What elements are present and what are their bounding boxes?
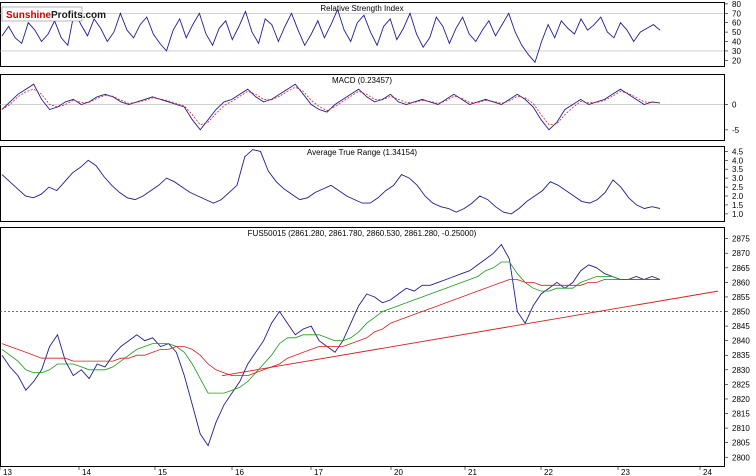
sunshine-profits-logo: SunshineProfits.com	[1, 6, 106, 22]
y-tick-label: 70	[732, 9, 741, 18]
y-tick-label: -5	[732, 126, 740, 135]
logo-text-c: .com	[83, 10, 106, 21]
series-line-1	[1, 261, 660, 394]
panel-title: FUS50015 (2861.280, 2861.780, 2860.530, …	[248, 229, 477, 238]
y-tick-label: 50	[732, 28, 741, 37]
series-line-1	[1, 86, 661, 126]
series-line-0	[1, 149, 661, 215]
trendline	[221, 290, 719, 377]
x-tick-label: 23	[621, 468, 630, 476]
y-tick-label: 20	[732, 56, 741, 65]
logo-text: SunshineProfits.com	[6, 10, 106, 21]
y-tick-label: 40	[732, 38, 741, 47]
series-line-0	[1, 243, 661, 447]
x-tick-label: 21	[468, 468, 477, 476]
x-tick-label: 17	[314, 468, 323, 476]
logo-text-b: Profits	[51, 10, 83, 21]
y-tick-label: 2870	[732, 249, 750, 258]
x-tick-label: 20	[394, 468, 403, 476]
panel-frame	[0, 74, 725, 141]
y-tick-label: 2865	[732, 264, 750, 273]
y-tick-label: 2825	[732, 380, 750, 389]
panel-title: Relative Strength Index	[320, 4, 403, 13]
y-tick-label: 2855	[732, 293, 750, 302]
y-tick-label: 2810	[732, 424, 750, 433]
x-tick-label: 15	[158, 468, 167, 476]
panel-title: Average True Range (1.34154)	[307, 148, 417, 157]
y-tick-label: 3.0	[732, 174, 744, 183]
y-tick-label: 80	[732, 0, 741, 9]
y-tick-label: 1.0	[732, 210, 744, 219]
y-tick-label: 2840	[732, 337, 750, 346]
x-tick-label: 14	[82, 468, 91, 476]
y-tick-label: 4.0	[732, 156, 744, 165]
x-tick-label: 16	[235, 468, 244, 476]
y-tick-label: 2820	[732, 395, 750, 404]
panel-1: 0 -5 MACD (0.23457)	[0, 74, 740, 141]
y-tick-label: 2815	[732, 410, 750, 419]
x-tick-label: 22	[544, 468, 553, 476]
logo-text-a: Sunshine	[6, 10, 51, 21]
y-tick-label: 2830	[732, 366, 750, 375]
y-tick-label: 2845	[732, 322, 750, 331]
y-tick-label: 2875	[732, 235, 750, 244]
x-tick-label: 13	[3, 468, 12, 476]
panel-frame	[0, 146, 725, 222]
y-tick-label: 0	[732, 100, 737, 109]
y-tick-label: 3.5	[732, 165, 744, 174]
panel-frame	[0, 227, 725, 467]
panel-title: MACD (0.23457)	[332, 76, 392, 85]
y-tick-label: 30	[732, 47, 741, 56]
y-tick-label: 2.5	[732, 183, 744, 192]
x-tick-label: 24	[703, 468, 712, 476]
y-tick-label: 2.0	[732, 192, 744, 201]
y-tick-label: 2850	[732, 308, 750, 317]
y-tick-label: 2805	[732, 439, 750, 448]
logo-box	[1, 6, 83, 22]
y-tick-label: 2860	[732, 278, 750, 287]
y-tick-label: 2835	[732, 351, 750, 360]
panel-2: 4.54.03.53.02.52.01.51.0 Average True Ran…	[0, 146, 744, 222]
y-tick-label: 4.5	[732, 147, 744, 156]
y-tick-label: 1.5	[732, 201, 744, 210]
panel-3: 2875 2870 2865 2860 2855 2850 2845 2840 2835 2830…	[0, 227, 750, 476]
y-tick-label: 60	[732, 19, 741, 28]
series-line-0	[1, 8, 661, 64]
y-tick-label: 2800	[732, 453, 750, 462]
series-line-2	[1, 279, 660, 377]
